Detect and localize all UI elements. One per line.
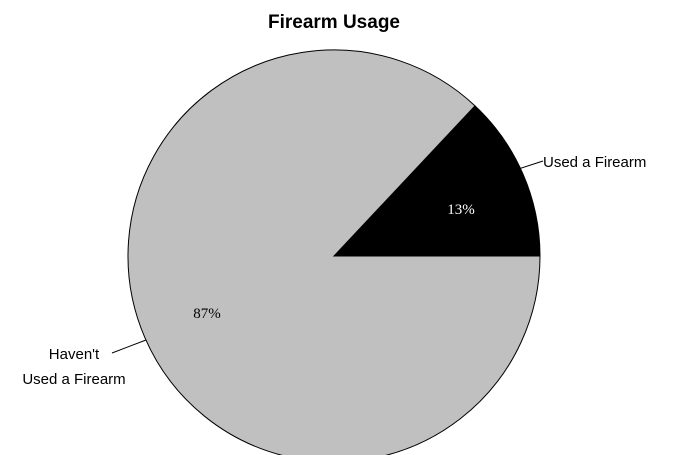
pie-category-label-1: Haven't Used a Firearm [22, 346, 125, 388]
pie-value-label-0: 13% [447, 202, 475, 218]
pie-category-label-0: Used a Firearm [543, 154, 646, 171]
pie-leader-line-0 [505, 160, 544, 174]
pie-labels: 13% Used a Firearm 87% Haven't Used a Firear… [22, 154, 646, 388]
pie-slice-used-a-firearm [332, 105, 541, 257]
chart-title: Firearm Usage [268, 12, 400, 33]
pie-slices [127, 49, 541, 455]
pie-leader-line-1 [111, 339, 147, 354]
pie-slice-havent-used-a-firearm [127, 49, 541, 455]
pie-value-label-1: 87% [193, 306, 221, 322]
